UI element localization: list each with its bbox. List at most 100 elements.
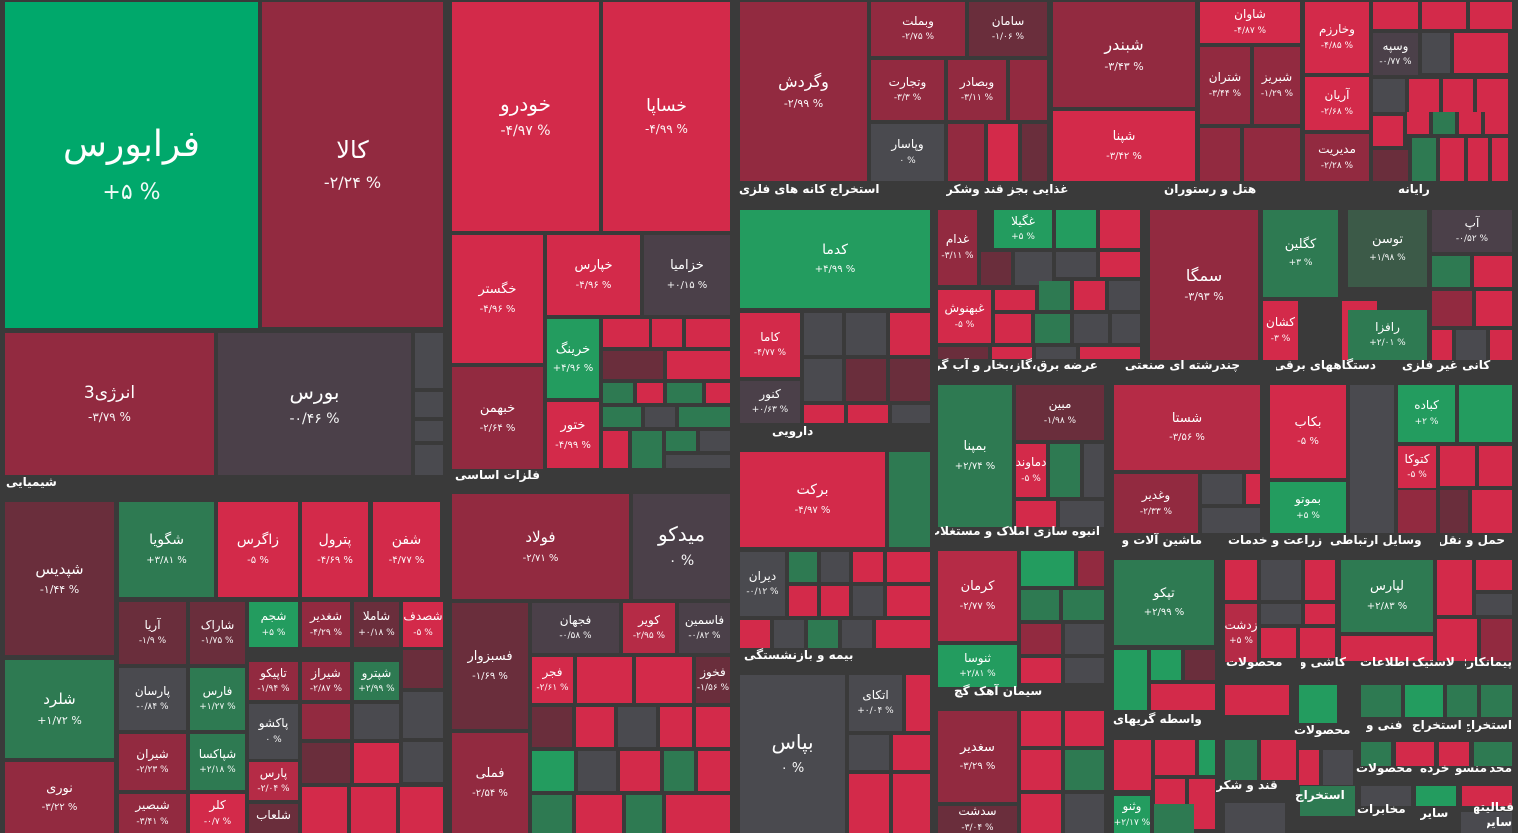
stock-tile[interactable]: شپترو +۲/۹۹ % — [354, 662, 399, 700]
stock-tile[interactable] — [1155, 740, 1195, 775]
stock-tile[interactable]: کشان -۳ % — [1263, 301, 1298, 360]
stock-tile[interactable] — [351, 787, 396, 833]
stock-tile[interactable] — [1114, 740, 1151, 790]
stock-tile[interactable] — [415, 392, 443, 417]
stock-tile[interactable] — [1459, 112, 1481, 134]
stock-tile[interactable] — [354, 743, 399, 783]
stock-tile[interactable] — [532, 707, 572, 747]
stock-tile[interactable]: بورس -۰/۴۶ % — [218, 333, 411, 475]
stock-tile[interactable] — [1225, 740, 1257, 780]
stock-tile[interactable] — [1481, 685, 1512, 717]
stock-tile[interactable] — [1490, 330, 1512, 360]
stock-tile[interactable]: خودرو -۴/۹۷ % — [452, 2, 599, 231]
stock-tile[interactable] — [576, 795, 622, 833]
stock-tile[interactable] — [1074, 314, 1108, 343]
stock-tile[interactable] — [1199, 740, 1215, 775]
stock-tile[interactable] — [1100, 252, 1140, 277]
stock-tile[interactable] — [1437, 619, 1477, 661]
stock-tile[interactable] — [1202, 474, 1242, 504]
stock-tile[interactable]: وثنو +۲/۱۷ % — [1114, 796, 1150, 833]
stock-tile[interactable] — [1373, 150, 1408, 181]
stock-tile[interactable]: پترول -۴/۶۹ % — [302, 502, 368, 597]
stock-tile[interactable] — [1074, 281, 1105, 310]
stock-tile[interactable]: شاملا +۰/۱۸ % — [354, 602, 399, 647]
stock-tile[interactable] — [632, 431, 662, 468]
stock-tile[interactable] — [821, 552, 849, 582]
stock-tile[interactable] — [1056, 210, 1096, 248]
stock-tile[interactable] — [1078, 551, 1104, 586]
stock-tile[interactable]: شپدیس -۱/۴۴ % — [5, 502, 114, 655]
stock-tile[interactable] — [853, 586, 883, 616]
stock-tile[interactable] — [992, 347, 1032, 359]
stock-tile[interactable]: شگویا +۳/۸۱ % — [119, 502, 214, 597]
stock-tile[interactable] — [636, 657, 692, 703]
stock-tile[interactable] — [1021, 624, 1061, 654]
stock-tile[interactable] — [849, 774, 889, 833]
stock-tile[interactable] — [1151, 650, 1181, 680]
stock-tile[interactable] — [1021, 658, 1061, 683]
stock-tile[interactable] — [578, 751, 616, 791]
stock-tile[interactable] — [846, 313, 886, 355]
stock-tile[interactable] — [1474, 742, 1512, 766]
stock-tile[interactable]: فاسمین -۰/۸۲ % — [679, 603, 730, 653]
stock-tile[interactable] — [1409, 79, 1439, 112]
stock-tile[interactable]: سدشت -۳/۰۴ % — [938, 806, 1017, 833]
stock-tile[interactable] — [1200, 128, 1240, 181]
stock-tile[interactable]: فسبزوار -۱/۶۹ % — [452, 603, 528, 729]
stock-tile[interactable] — [1154, 804, 1194, 833]
stock-tile[interactable] — [1021, 794, 1061, 833]
stock-tile[interactable] — [890, 313, 930, 355]
stock-tile[interactable]: دماوند -۵ % — [1016, 444, 1046, 497]
stock-tile[interactable] — [1412, 138, 1436, 181]
stock-tile[interactable] — [660, 707, 692, 747]
stock-tile[interactable] — [603, 431, 628, 468]
stock-tile[interactable] — [645, 407, 675, 427]
stock-tile[interactable]: خساپا -۴/۹۹ % — [603, 2, 730, 231]
stock-tile[interactable] — [620, 751, 660, 791]
stock-tile[interactable] — [1021, 590, 1059, 620]
stock-tile[interactable] — [302, 704, 350, 739]
stock-tile[interactable] — [1261, 628, 1296, 658]
stock-tile[interactable] — [1261, 740, 1296, 780]
stock-tile[interactable] — [948, 124, 984, 181]
stock-tile[interactable]: خپارس -۴/۹۶ % — [547, 235, 640, 315]
stock-tile[interactable] — [1476, 291, 1512, 326]
stock-tile[interactable] — [1010, 60, 1047, 120]
stock-tile[interactable] — [576, 707, 614, 747]
stock-tile[interactable] — [1080, 347, 1140, 359]
stock-tile[interactable]: شاوان -۴/۸۷ % — [1200, 2, 1300, 43]
stock-tile[interactable] — [1114, 650, 1147, 710]
stock-tile[interactable]: ثنوسا +۲/۸۱ % — [938, 645, 1017, 687]
stock-tile[interactable] — [667, 383, 702, 403]
stock-tile[interactable] — [804, 359, 842, 401]
stock-tile[interactable]: کویر -۲/۹۵ % — [623, 603, 675, 653]
stock-tile[interactable]: پاکشو ۰ % — [249, 704, 298, 759]
stock-tile[interactable] — [603, 407, 641, 427]
stock-tile[interactable] — [1361, 786, 1411, 806]
stock-tile[interactable]: بکاب -۵ % — [1270, 385, 1346, 478]
stock-tile[interactable]: اتکای +۰/۰۴ % — [849, 675, 902, 731]
stock-tile[interactable] — [1373, 2, 1418, 29]
stock-tile[interactable]: مبین -۱/۹۸ % — [1016, 385, 1104, 440]
stock-tile[interactable] — [1350, 385, 1394, 533]
stock-tile[interactable]: شبندر -۳/۴۳ % — [1053, 2, 1195, 107]
stock-tile[interactable]: وتجارت -۳/۳ % — [871, 60, 944, 120]
stock-tile[interactable]: دیران -۰/۱۲ % — [740, 552, 785, 616]
stock-tile[interactable] — [1470, 2, 1512, 29]
stock-tile[interactable] — [1396, 742, 1434, 766]
stock-tile[interactable] — [403, 692, 443, 738]
stock-tile[interactable] — [1341, 636, 1433, 661]
stock-tile[interactable] — [403, 650, 443, 688]
stock-tile[interactable]: کدما +۴/۹۹ % — [740, 210, 930, 308]
stock-tile[interactable]: خگستر -۴/۹۶ % — [452, 235, 543, 363]
stock-tile[interactable] — [906, 675, 930, 731]
stock-tile[interactable]: برکت -۴/۹۷ % — [740, 452, 885, 547]
stock-tile[interactable]: شبریز -۱/۲۹ % — [1254, 47, 1300, 124]
stock-tile[interactable]: آپ -۰/۵۲ % — [1432, 210, 1512, 252]
stock-tile[interactable] — [1065, 658, 1104, 683]
stock-tile[interactable]: شپنا -۳/۴۲ % — [1053, 111, 1195, 181]
stock-tile[interactable] — [893, 774, 930, 833]
stock-tile[interactable] — [1432, 330, 1452, 360]
stock-tile[interactable] — [532, 751, 574, 791]
stock-tile[interactable]: شیران -۲/۲۳ % — [119, 734, 186, 790]
